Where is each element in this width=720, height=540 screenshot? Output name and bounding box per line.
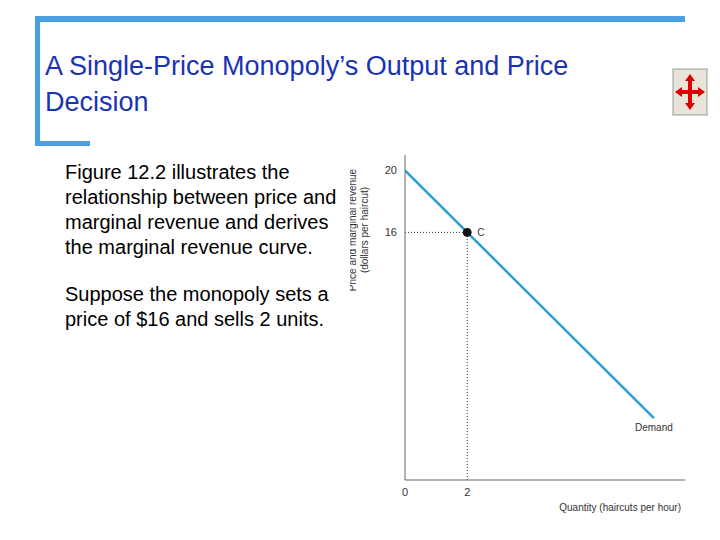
svg-text:Price and marginal revenue(dol: Price and marginal revenue(dollars per h…	[350, 168, 370, 291]
svg-text:C: C	[477, 227, 484, 238]
svg-text:20: 20	[385, 164, 397, 176]
svg-text:16: 16	[385, 226, 397, 238]
svg-text:2: 2	[464, 486, 470, 498]
html-text:A Single-Price Monopoly’s Outp: A Single-Price Monopoly’s Output and Pri…	[45, 51, 569, 117]
svg-text:0: 0	[402, 486, 408, 498]
html-text:Figure 12.2 illustrates the re: Figure 12.2 illustrates the relationship…	[65, 161, 337, 258]
html-text:Suppose the monopoly sets a pr: Suppose the monopoly sets a price of $16…	[65, 283, 329, 330]
svg-text:Quantity (haircuts per hour): Quantity (haircuts per hour)	[559, 502, 681, 513]
svg-text:Demand: Demand	[635, 422, 673, 433]
